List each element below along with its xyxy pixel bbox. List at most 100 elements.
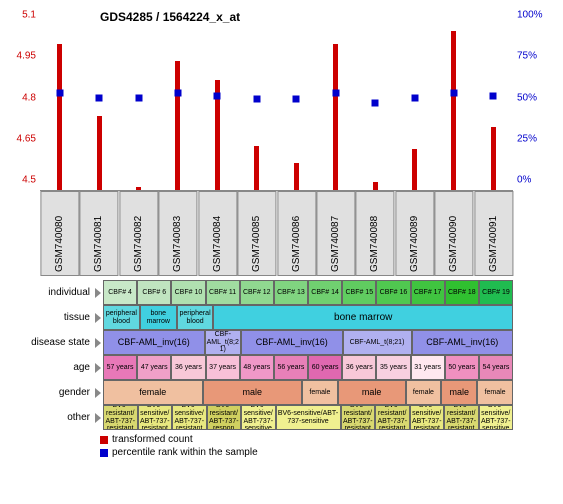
meta-cell: female — [477, 380, 513, 405]
pct-marker — [490, 92, 497, 99]
meta-cell: BV6-sensitive/ABT-737-sensitive — [479, 405, 514, 430]
value-bar — [136, 187, 141, 190]
meta-cell: 57 years — [103, 355, 137, 380]
meta-cell: male — [441, 380, 477, 405]
meta-cell: female — [406, 380, 442, 405]
sample-column — [395, 26, 434, 190]
meta-cell: peripheral blood — [177, 305, 214, 330]
meta-cell: 36 years — [171, 355, 205, 380]
y-right-tick: 75% — [517, 51, 537, 62]
sample-column — [119, 26, 158, 190]
pct-marker — [135, 94, 142, 101]
legend-swatch — [100, 436, 108, 444]
sample-label: GSM740081 — [79, 191, 118, 276]
value-bar — [57, 44, 62, 190]
meta-cell: CBF-AML_inv(16) — [241, 330, 343, 355]
chart-title: GDS4285 / 1564224_x_at — [100, 10, 553, 24]
meta-row-label: disease state — [10, 330, 93, 355]
legend-swatch — [100, 449, 108, 457]
meta-cell: CBF-AML_inv(16) — [103, 330, 205, 355]
meta-cell: BV6-sensitive/ABT-737-resistant — [138, 405, 173, 430]
arrow-icon — [93, 305, 103, 330]
sample-label: GSM740080 — [40, 191, 79, 276]
meta-row: age57 years47 years36 years37 years48 ye… — [10, 355, 553, 380]
meta-cell: CBF-AML_t(8;21) — [343, 330, 412, 355]
meta-cell: BV6-sensitive/ABT-737-resistant — [172, 405, 207, 430]
legend: transformed count percentile rank within … — [100, 434, 553, 460]
meta-row-label: gender — [10, 380, 93, 405]
value-bar — [97, 116, 102, 190]
value-bar — [333, 44, 338, 190]
sample-column — [355, 26, 394, 190]
sample-column — [474, 26, 513, 190]
chart-plot-row: 4.54.654.84.955.1 0%25%50%75%100% — [10, 26, 553, 191]
meta-cell: BV6-resistant/ABT-737-resistant — [103, 405, 138, 430]
meta-cell: CBF# 13 — [274, 280, 308, 305]
meta-cell: male — [203, 380, 303, 405]
meta-cell: BV6-resistant/ABT-737-respon — [207, 405, 242, 430]
meta-cell: CBF# 11 — [206, 280, 240, 305]
meta-cell: CBF# 17 — [411, 280, 445, 305]
meta-row: otherBV6-resistant/ABT-737-resistantBV6-… — [10, 405, 553, 430]
meta-cells: peripheral bloodbone marrowperipheral bl… — [103, 305, 513, 330]
sample-label: GSM740082 — [119, 191, 158, 276]
sample-label: GSM740084 — [198, 191, 237, 276]
y-right-tick: 100% — [517, 10, 543, 21]
meta-cell: CBF# 6 — [137, 280, 171, 305]
meta-cells: femalemalefemalemalefemalemalefemale — [103, 380, 513, 405]
meta-cell: male — [338, 380, 406, 405]
sample-column — [198, 26, 237, 190]
meta-cell: BV6-resistant/ABT-737-resistant — [444, 405, 479, 430]
value-bar — [412, 149, 417, 190]
meta-cell: CBF# 15 — [342, 280, 376, 305]
meta-table: individual CBF# 4CBF# 6CBF# 10CBF# 11CBF#… — [10, 280, 553, 430]
y-left-tick: 5.1 — [22, 10, 36, 21]
value-bar — [451, 31, 456, 191]
meta-cell: 54 years — [479, 355, 513, 380]
value-bar — [254, 146, 259, 190]
meta-cell: 37 years — [206, 355, 240, 380]
sample-column — [40, 26, 79, 190]
meta-cell: 35 years — [376, 355, 410, 380]
meta-cell: bone marrow — [213, 305, 513, 330]
legend-label: percentile rank within the sample — [112, 447, 258, 458]
sample-column — [158, 26, 197, 190]
meta-cell: CBF# 14 — [308, 280, 342, 305]
arrow-icon — [93, 355, 103, 380]
meta-cell: CBF# 10 — [171, 280, 205, 305]
pct-marker — [372, 99, 379, 106]
meta-cell: BV6-resistant/ABT-737-resistant — [375, 405, 410, 430]
meta-cell: 31 years — [411, 355, 445, 380]
meta-cells: BV6-resistant/ABT-737-resistantBV6-sensi… — [103, 405, 513, 430]
sample-label: GSM740085 — [237, 191, 276, 276]
value-bar — [491, 127, 496, 190]
pct-marker — [56, 89, 63, 96]
meta-cell: peripheral blood — [103, 305, 140, 330]
sample-label: GSM740083 — [158, 191, 197, 276]
y-right-tick: 0% — [517, 175, 531, 186]
pct-marker — [253, 96, 260, 103]
pct-marker — [174, 89, 181, 96]
arrow-icon — [93, 280, 103, 305]
plot-area — [40, 26, 513, 191]
meta-cell: 48 years — [240, 355, 274, 380]
sample-label: GSM740088 — [355, 191, 394, 276]
sample-label: GSM740089 — [395, 191, 434, 276]
meta-cell: BV6-sensitive/ABT-737-resistant — [410, 405, 445, 430]
meta-cells: CBF# 4CBF# 6CBF# 10CBF# 11CBF# 12CBF# 13… — [103, 280, 513, 305]
meta-row-label: individual — [10, 280, 93, 305]
sample-label: GSM740090 — [434, 191, 473, 276]
sample-column — [79, 26, 118, 190]
pct-marker — [411, 94, 418, 101]
sample-column — [237, 26, 276, 190]
meta-cell: female — [103, 380, 203, 405]
legend-label: transformed count — [112, 434, 193, 445]
legend-item: transformed count — [100, 434, 553, 445]
meta-cell: CBF# 18 — [445, 280, 479, 305]
meta-cell: BV6-sensitive/ABT-737-sensitive — [241, 405, 276, 430]
arrow-icon — [93, 330, 103, 355]
meta-cell: CBF# 19 — [479, 280, 513, 305]
meta-cell: BV6-resistant/ABT-737-resistant — [341, 405, 376, 430]
y-right-tick: 25% — [517, 133, 537, 144]
pct-marker — [214, 92, 221, 99]
